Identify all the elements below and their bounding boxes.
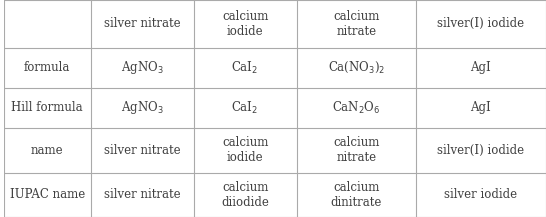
Text: silver nitrate: silver nitrate [104, 144, 180, 157]
Text: calcium
nitrate: calcium nitrate [333, 10, 379, 38]
Text: silver nitrate: silver nitrate [104, 188, 180, 201]
Text: Ca(NO$_3$)$_2$: Ca(NO$_3$)$_2$ [328, 60, 385, 76]
Text: AgNO$_3$: AgNO$_3$ [121, 59, 163, 76]
Text: CaI$_2$: CaI$_2$ [232, 100, 259, 116]
Text: calcium
nitrate: calcium nitrate [333, 136, 379, 164]
Text: IUPAC name: IUPAC name [9, 188, 85, 201]
Text: CaN$_2$O$_6$: CaN$_2$O$_6$ [332, 100, 381, 116]
Text: Hill formula: Hill formula [11, 102, 83, 114]
Text: AgNO$_3$: AgNO$_3$ [121, 99, 163, 117]
Text: AgI: AgI [471, 102, 491, 114]
Text: AgI: AgI [471, 61, 491, 74]
Text: name: name [31, 144, 63, 157]
Text: silver(I) iodide: silver(I) iodide [437, 144, 525, 157]
Text: silver nitrate: silver nitrate [104, 17, 180, 30]
Text: CaI$_2$: CaI$_2$ [232, 60, 259, 76]
Text: calcium
dinitrate: calcium dinitrate [330, 181, 382, 209]
Text: calcium
iodide: calcium iodide [222, 10, 268, 38]
Text: silver(I) iodide: silver(I) iodide [437, 17, 525, 30]
Text: calcium
diiodide: calcium diiodide [221, 181, 269, 209]
Text: formula: formula [24, 61, 70, 74]
Text: calcium
iodide: calcium iodide [222, 136, 268, 164]
Text: silver iodide: silver iodide [444, 188, 518, 201]
